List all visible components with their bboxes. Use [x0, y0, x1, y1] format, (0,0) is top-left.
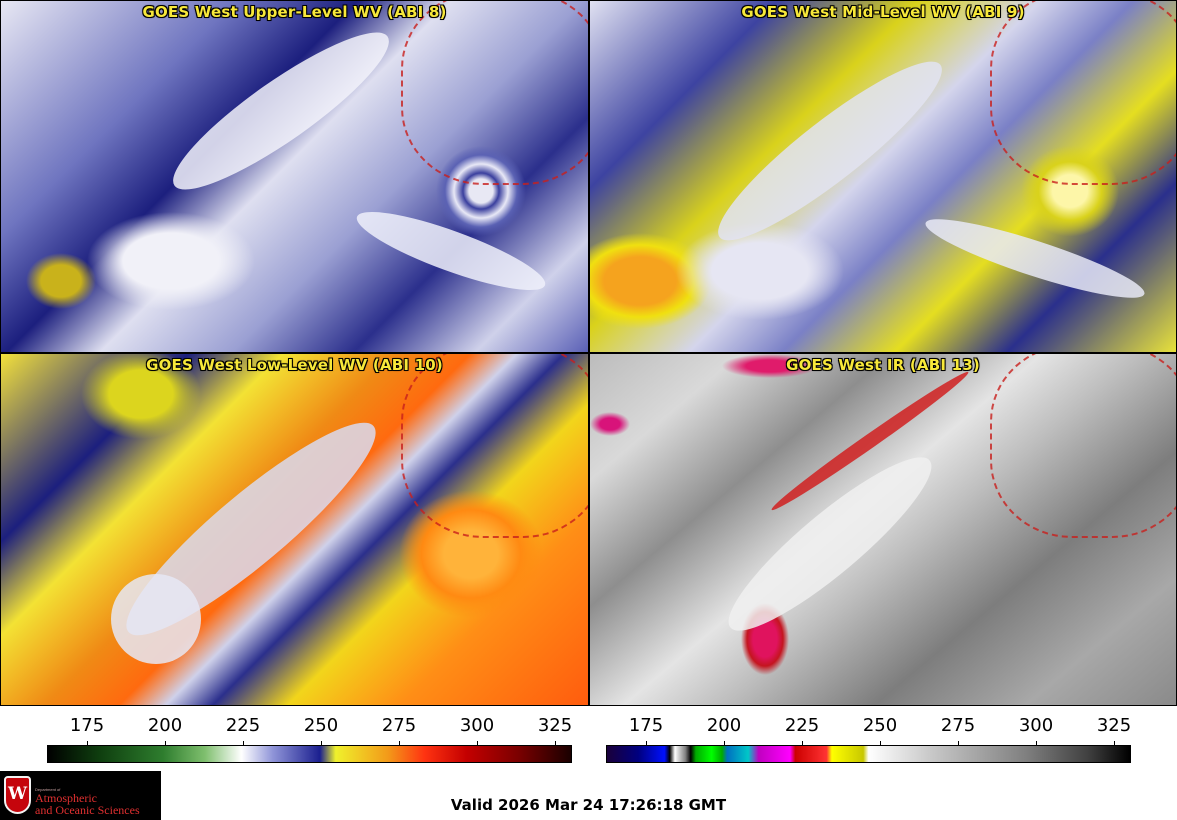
tick-label: 225: [784, 715, 820, 736]
tick-mark: [165, 741, 166, 745]
tick-mark: [477, 741, 478, 745]
colorbar-wv-ticks: 175 200 225 250 275 300 325: [0, 715, 589, 739]
tick-label: 225: [225, 715, 261, 736]
tick-label: 250: [303, 715, 339, 736]
uw-crest-icon: W: [4, 776, 31, 814]
tick-label: 300: [1018, 715, 1054, 736]
state-borders: [990, 354, 1176, 538]
panel-low-level-wv: GOES West Low-Level WV (ABI 10): [0, 353, 589, 706]
tick-label: 300: [459, 715, 495, 736]
tick-mark: [802, 741, 803, 745]
tick-label: 325: [1096, 715, 1132, 736]
tick-mark: [1114, 741, 1115, 745]
cloud-band: [111, 574, 201, 664]
tick-label: 250: [862, 715, 898, 736]
tick-mark: [1036, 741, 1037, 745]
panel-mid-level-wv: GOES West Mid-Level WV (ABI 9): [589, 0, 1177, 353]
tick-mark: [321, 741, 322, 745]
tick-mark: [555, 741, 556, 745]
tick-mark: [724, 741, 725, 745]
colorbar-ir-ticks: 175 200 225 250 275 300 325: [0, 715, 1177, 739]
logo-dept-label: Department of: [35, 787, 61, 792]
tick-label: 275: [381, 715, 417, 736]
panel-title: GOES West Low-Level WV (ABI 10): [146, 356, 443, 374]
tick-label: 275: [940, 715, 976, 736]
colorbar-ir: [606, 745, 1131, 763]
colorbar-wv: [47, 745, 572, 763]
tick-mark: [880, 741, 881, 745]
tick-label: 175: [628, 715, 664, 736]
cloud-band: [920, 206, 1150, 311]
logo-line1: Atmospheric: [35, 791, 97, 805]
tick-mark: [958, 741, 959, 745]
cloud-band: [350, 198, 552, 304]
aos-logo[interactable]: W Department of Atmospheric and Oceanic …: [0, 771, 161, 820]
state-borders: [990, 1, 1176, 185]
valid-time: Valid 2026 Mar 24 17:26:18 GMT: [450, 796, 727, 814]
panel-title: GOES West Mid-Level WV (ABI 9): [741, 3, 1025, 21]
cloud-band: [701, 41, 959, 261]
cloud-band: [157, 11, 405, 211]
tick-mark: [243, 741, 244, 745]
state-borders: [401, 1, 588, 185]
panel-ir: GOES West IR (ABI 13): [589, 353, 1177, 706]
tick-mark: [646, 741, 647, 745]
tick-label: 200: [706, 715, 742, 736]
tick-label: 200: [147, 715, 183, 736]
tick-mark: [399, 741, 400, 745]
logo-line2: and Oceanic Sciences: [35, 803, 140, 817]
tick-label: 325: [537, 715, 573, 736]
colorbar-ir-area: 175 200 225 250 275 300 325: [0, 706, 1177, 766]
panel-upper-level-wv: GOES West Upper-Level WV (ABI 8): [0, 0, 589, 353]
panel-title: GOES West IR (ABI 13): [786, 356, 980, 374]
tick-label: 175: [69, 715, 105, 736]
panel-title: GOES West Upper-Level WV (ABI 8): [142, 3, 447, 21]
tick-mark: [87, 741, 88, 745]
state-borders: [401, 354, 588, 538]
colorbar-wv-area: 175 200 225 250 275 300 325: [0, 706, 589, 766]
